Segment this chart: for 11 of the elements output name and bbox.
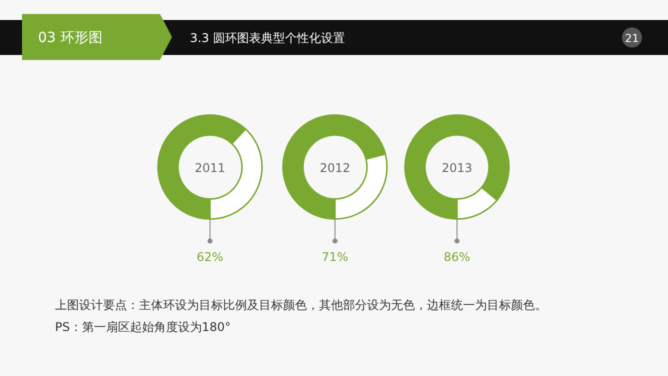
text: 2011 xyxy=(194,161,226,175)
text: 03 环形图 xyxy=(38,30,102,46)
data-label: 86% xyxy=(444,250,470,264)
text: PS：第一扇区起始角度设为180° xyxy=(55,320,231,334)
text: 3.3 圆环图表典型个性化设置 xyxy=(190,31,345,45)
text: 2013 xyxy=(442,161,472,175)
data-label: 71% xyxy=(322,250,348,264)
text: 上图设计要点：主体环设为目标比例及目标颜色，其他部分设为无色，边框统一为目标颜色。 xyxy=(55,298,547,312)
text: 2012 xyxy=(320,161,350,175)
data-label: 62% xyxy=(196,250,224,264)
text: 21 xyxy=(625,32,639,45)
